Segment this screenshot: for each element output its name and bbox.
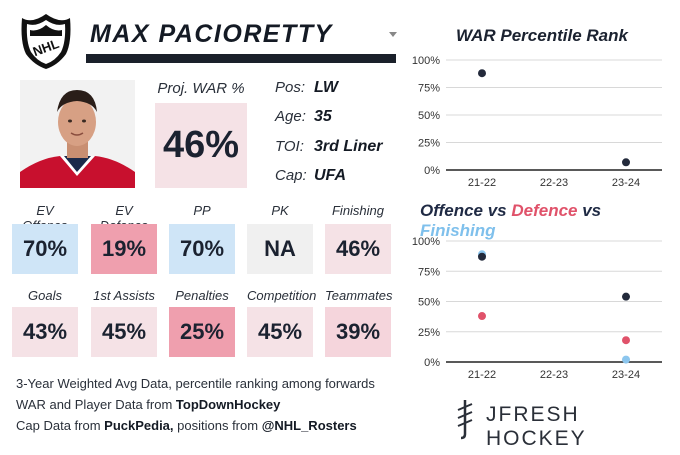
- goals-label: Goals: [28, 288, 62, 303]
- footer-war-source: WAR and Player Data from TopDownHockey: [16, 397, 280, 412]
- chevron-down-icon[interactable]: [389, 32, 397, 37]
- brand-name: JFRESH HOCKEY: [486, 403, 587, 450]
- age-value: 35: [314, 108, 332, 125]
- chart2-y-tick-label: 100%: [412, 236, 440, 248]
- chart1-y-tick-label: 25%: [418, 138, 440, 150]
- chart2-title-vs2: vs: [577, 201, 602, 220]
- chart2-point: [478, 312, 486, 321]
- pp-label: PP: [193, 203, 211, 218]
- chart2-point: [622, 292, 630, 301]
- pos-value: LW: [314, 79, 338, 96]
- chart2-y-tick-label: 50%: [418, 297, 440, 309]
- footer-cap-source: Cap Data from PuckPedia, positions from …: [16, 418, 357, 433]
- footer-note: 3-Year Weighted Avg Data, percentile ran…: [16, 376, 375, 391]
- chart1-point: [478, 69, 486, 78]
- first-assists-value: 45%: [91, 307, 157, 357]
- cap-value: UFA: [314, 167, 346, 184]
- chart2-title: Offence vs Defence vs Finishing: [420, 201, 680, 241]
- pp-value: 70%: [169, 224, 235, 274]
- toi-label: TOI:: [275, 138, 304, 155]
- ev-offence-value: 70%: [12, 224, 78, 274]
- proj-war-value: 46%: [155, 103, 247, 188]
- chart2-x-tick-label: 21-22: [468, 369, 496, 381]
- chart2-point: [622, 336, 630, 345]
- chart1-x-tick-label: 23-24: [612, 177, 640, 189]
- chart1-y-tick-label: 50%: [418, 110, 440, 122]
- name-underline: [86, 54, 396, 63]
- war-percentile-chart: 0% 25% 50% 75% 100% 21-22 22-23 23-24: [412, 55, 662, 189]
- goals-value: 43%: [12, 307, 78, 357]
- chart2-y-tick-label: 0%: [424, 357, 440, 369]
- chart1-x-tick-label: 22-23: [540, 177, 568, 189]
- chart1-y-tick-label: 75%: [418, 83, 440, 95]
- toi-value: 3rd Liner: [314, 138, 383, 155]
- pos-label: Pos:: [275, 79, 306, 96]
- chart2-x-tick-label: 22-23: [540, 369, 568, 381]
- player-name: MAX PACIORETTY: [90, 20, 333, 48]
- teammates-label: Teammates: [325, 288, 393, 303]
- age-label: Age:: [275, 108, 306, 125]
- cap-label: Cap:: [275, 167, 307, 184]
- competition-label: Competition: [247, 288, 317, 303]
- chart1-point: [622, 158, 630, 167]
- pk-value: NA: [247, 224, 313, 274]
- chart1-x-tick-label: 21-22: [468, 177, 496, 189]
- chart2-y-tick-label: 25%: [418, 327, 440, 339]
- jfresh-logo-icon: [457, 400, 473, 440]
- chart2-y-tick-label: 75%: [418, 266, 440, 278]
- chart2-title-defence: Defence: [511, 201, 578, 220]
- offence-defence-finishing-chart: 0% 25% 50% 75% 100% 21-22 22-23 23-24: [412, 236, 662, 381]
- footer-war-prefix: WAR and Player Data from: [16, 397, 176, 412]
- player-photo: [20, 80, 135, 188]
- chart2-title-finishing: Finishing: [420, 221, 496, 240]
- proj-war-label: Proj. WAR %: [157, 80, 245, 97]
- finishing-label: Finishing: [331, 203, 385, 218]
- chart2-point: [478, 252, 486, 261]
- ev-defence-value: 19%: [91, 224, 157, 274]
- first-assists-label: 1st Assists: [93, 288, 155, 303]
- chart1-y-tick-label: 100%: [412, 55, 440, 67]
- footer-positions-prefix: positions from: [173, 418, 262, 433]
- chart2-title-offence: Offence: [420, 201, 483, 220]
- penalties-value: 25%: [169, 307, 235, 357]
- competition-value: 45%: [247, 307, 313, 357]
- chart1-y-tick-label: 0%: [424, 165, 440, 177]
- footer-war-source-name: TopDownHockey: [175, 397, 281, 412]
- footer-positions-source-name: @NHL_Rosters: [261, 418, 357, 433]
- teammates-value: 39%: [325, 307, 391, 357]
- pk-label: PK: [271, 203, 289, 218]
- chart2-point: [622, 355, 630, 364]
- finishing-value: 46%: [325, 224, 391, 274]
- chart2-title-vs1: vs: [483, 201, 512, 220]
- chart1-title: WAR Percentile Rank: [456, 26, 628, 45]
- nhl-logo: NHL: [21, 14, 71, 69]
- footer-cap-prefix: Cap Data from: [16, 418, 105, 433]
- chart2-x-tick-label: 23-24: [612, 369, 640, 381]
- penalties-label: Penalties: [175, 288, 229, 303]
- footer-cap-source-name: PuckPedia,: [104, 418, 174, 433]
